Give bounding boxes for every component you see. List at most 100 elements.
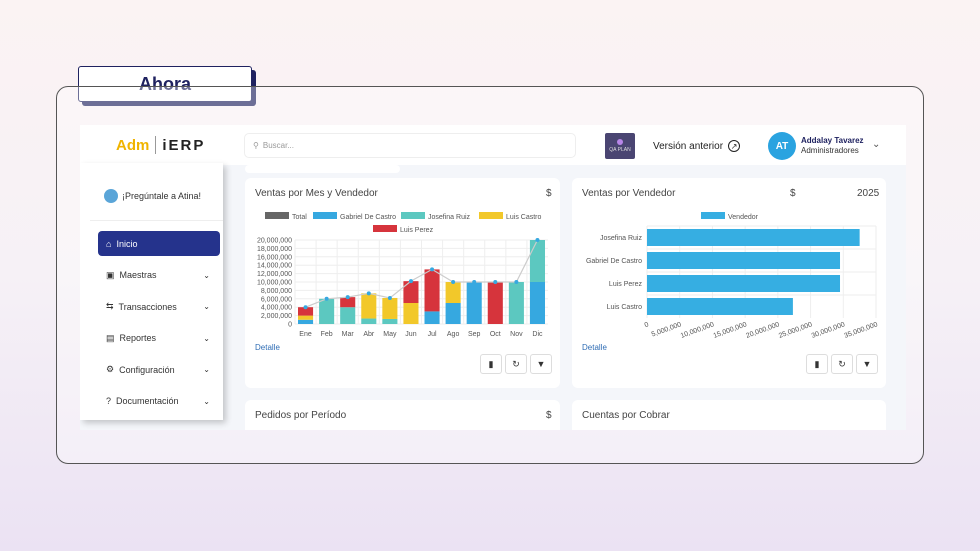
total-point [345,295,350,300]
legend-swatch [479,212,503,219]
ahora-label: Ahora [78,66,252,102]
bar-segment [319,298,335,324]
sidebar-item-documentación[interactable]: ? Documentación ⌄ [98,389,220,414]
y-tick-label: Josefina Ruiz [600,235,643,242]
qa-plan-button[interactable]: QA PLAN [605,133,635,159]
user-menu[interactable]: Addalay Tavarez Administradores [801,136,864,156]
previous-version-label: Versión anterior [653,140,724,152]
y-tick-label: 2,000,000 [261,313,292,320]
legend-label: Gabriel De Castro [340,214,396,221]
sidebar-item-inicio[interactable]: ⌂ Inicio [98,231,220,256]
report-icon: ▤ [106,332,115,343]
card-title: Pedidos por Período [255,410,347,421]
legend-label: Luis Perez [400,227,434,234]
x-tick-label: Oct [490,331,501,338]
sidebar: ¡Pregúntale a Atina! ⌂ Inicio ▣ Maestras ⌄ ⇆ T… [80,163,223,420]
sidebar-item-maestras[interactable]: ▣ Maestras ⌄ [98,263,220,288]
bar-segment [298,315,314,320]
bar-segment [529,282,545,324]
y-tick-label: 8,000,000 [261,288,292,295]
chevron-down-icon[interactable]: ⌄ [872,139,881,150]
legend-label: Total [292,214,307,221]
bar-segment [424,311,440,324]
sidebar-item-label: Reportes [119,333,157,343]
bar [647,275,841,292]
bar-segment [382,318,398,324]
card-remnant [245,165,400,173]
sidebar-item-label: Inicio [116,238,138,249]
filter-button[interactable]: ▼ [856,354,878,374]
total-line [305,239,538,308]
y-tick-label: 10,000,000 [257,280,292,287]
y-tick-label: 12,000,000 [257,271,292,278]
arrow-circle-icon: ↗ [728,140,741,152]
receivables-card: Cuentas por Cobrar [572,400,886,430]
user-name: Addalay Tavarez [801,136,864,145]
bar-segment [403,303,419,324]
y-tick-label: Gabriel De Castro [586,258,642,265]
bar-segment [424,269,440,312]
legend-label: Josefina Ruiz [428,214,471,221]
sidebar-item-reportes[interactable]: ▤ Reportes ⌄ [98,326,220,351]
bar-segment [508,282,524,324]
x-tick-label: Abr [363,331,375,338]
sidebar-item-configuración[interactable]: ⚙ Configuración ⌄ [98,357,220,382]
arrows-icon: ⇆ [106,301,114,311]
legend-swatch [701,212,725,219]
top-bar: Adm iERP ⚲ Buscar... QA PLAN Versión anter… [80,125,906,165]
horizontal-bar-chart: Vendedor 0 5,000,00010,000,00015,000,00020… [586,212,879,340]
card-title: Cuentas por Cobrar [582,410,670,421]
sidebar-item-label: Documentación [116,396,179,406]
avatar[interactable]: AT [768,132,796,160]
x-tick-label: Jul [428,331,437,338]
filter-button[interactable]: ▼ [530,354,552,374]
chevron-down-icon: ⌄ [203,270,210,280]
sidebar-item-label: Transacciones [118,301,177,312]
refresh-button[interactable]: ↻ [505,354,527,374]
help-icon: ? [106,396,112,406]
legend-swatch [373,225,397,232]
legend-label: Vendedor [728,214,759,221]
sales-by-seller-card: Ventas por Vendedor $ 2025 Vendedor 0 5,00… [572,178,886,388]
bar-segment [298,307,314,316]
erp-app: Adm iERP ⚲ Buscar... QA PLAN Versión anter… [80,125,906,430]
bar-segment [529,240,545,282]
x-tick-label: Ago [447,331,460,338]
y-tick-label: 14,000,000 [257,263,292,270]
total-point [303,305,308,310]
y-tick-label: 20,000,000 [257,238,292,245]
sidebar-item-transacciones[interactable]: ⇆ Transacciones ⌄ [98,294,220,319]
chevron-down-icon: ⌄ [203,333,210,343]
legend-swatch [265,212,289,219]
bar-segment [340,297,356,308]
detail-link[interactable]: Detalle [582,343,607,352]
x-tick-label: 0 [644,321,650,329]
bar-segment [466,282,482,324]
card-title: Ventas por Vendedor [582,188,676,199]
detail-link[interactable]: Detalle [255,343,280,352]
x-tick-label: Nov [510,331,523,338]
chart-type-button[interactable]: ▮ [806,354,828,374]
bar-segment [382,297,398,319]
y-tick-label: Luis Perez [609,281,643,288]
ask-atina-button[interactable]: ¡Pregúntale a Atina! [104,189,201,203]
x-tick-label: Mar [342,331,355,338]
previous-version-link[interactable]: Versión anterior ↗ [653,140,741,152]
refresh-button[interactable]: ↻ [831,354,853,374]
x-tick-label: 20,000,000 [745,321,780,340]
x-tick-label: 25,000,000 [778,321,813,340]
legend-swatch [401,212,425,219]
search-input[interactable]: ⚲ Buscar... [244,133,576,158]
bar [647,252,841,269]
bar-segment [361,318,377,324]
x-tick-label: Dic [532,331,543,338]
chart-type-button[interactable]: ▮ [480,354,502,374]
chevron-down-icon: ⌄ [203,302,210,311]
total-point [366,291,371,296]
total-point [451,280,456,284]
x-tick-label: Ene [299,331,312,338]
total-point [408,279,413,284]
legend-label: Luis Castro [506,214,542,221]
y-tick-label: 6,000,000 [261,296,292,303]
search-icon: ⚲ [253,141,259,150]
